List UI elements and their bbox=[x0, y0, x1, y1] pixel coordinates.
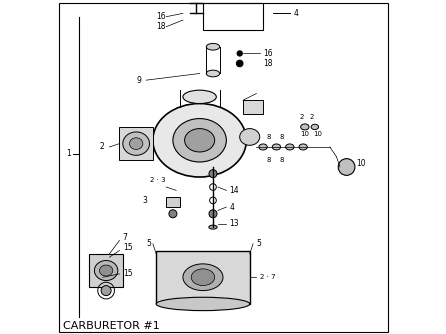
Ellipse shape bbox=[183, 90, 216, 104]
Bar bbox=[156, 250, 250, 304]
Ellipse shape bbox=[285, 144, 294, 150]
Text: 4: 4 bbox=[230, 203, 235, 211]
Text: 2 · 7: 2 · 7 bbox=[260, 274, 275, 280]
Text: 4: 4 bbox=[293, 9, 298, 18]
Circle shape bbox=[209, 210, 217, 218]
Circle shape bbox=[236, 60, 243, 67]
Text: 16: 16 bbox=[156, 12, 166, 21]
Bar bbox=[166, 197, 180, 207]
Text: 10: 10 bbox=[357, 159, 366, 168]
Text: 2 · 3: 2 · 3 bbox=[149, 177, 165, 183]
Circle shape bbox=[209, 170, 217, 178]
Text: 10: 10 bbox=[300, 131, 309, 137]
Text: 9: 9 bbox=[136, 76, 141, 85]
Ellipse shape bbox=[299, 144, 307, 150]
Ellipse shape bbox=[173, 119, 226, 162]
Text: 1: 1 bbox=[66, 149, 71, 158]
Circle shape bbox=[169, 210, 177, 218]
Ellipse shape bbox=[272, 144, 281, 150]
Text: 5: 5 bbox=[256, 239, 261, 248]
Text: 7: 7 bbox=[123, 233, 128, 241]
Bar bbox=[89, 254, 123, 287]
Ellipse shape bbox=[129, 138, 143, 150]
Text: 10: 10 bbox=[313, 131, 322, 137]
Ellipse shape bbox=[99, 265, 113, 276]
Ellipse shape bbox=[185, 129, 215, 152]
Text: 15: 15 bbox=[123, 270, 132, 278]
Text: 8: 8 bbox=[280, 134, 284, 140]
Text: 15: 15 bbox=[123, 243, 132, 252]
Ellipse shape bbox=[153, 104, 246, 177]
Text: 5: 5 bbox=[146, 239, 151, 248]
Ellipse shape bbox=[301, 124, 309, 130]
Text: 8: 8 bbox=[266, 157, 271, 163]
Ellipse shape bbox=[95, 261, 118, 281]
Ellipse shape bbox=[206, 70, 220, 77]
Ellipse shape bbox=[311, 124, 318, 130]
Ellipse shape bbox=[191, 269, 215, 286]
Text: 2: 2 bbox=[99, 143, 104, 151]
Ellipse shape bbox=[206, 43, 220, 50]
Ellipse shape bbox=[209, 225, 217, 229]
Ellipse shape bbox=[240, 129, 260, 145]
Text: 18: 18 bbox=[156, 22, 166, 31]
Text: 2: 2 bbox=[310, 114, 314, 120]
Text: 16: 16 bbox=[263, 49, 273, 58]
Circle shape bbox=[237, 51, 242, 56]
Text: 14: 14 bbox=[230, 186, 240, 195]
Text: 8: 8 bbox=[280, 157, 284, 163]
Bar bbox=[120, 127, 153, 160]
Text: 3: 3 bbox=[143, 196, 148, 205]
Bar bbox=[243, 100, 263, 114]
Ellipse shape bbox=[123, 132, 149, 155]
Text: 2: 2 bbox=[300, 114, 304, 120]
Bar bbox=[203, 3, 263, 30]
Circle shape bbox=[101, 286, 111, 296]
Circle shape bbox=[338, 159, 355, 175]
Text: CARBURETOR #1: CARBURETOR #1 bbox=[63, 321, 159, 331]
Ellipse shape bbox=[156, 297, 250, 311]
Text: 18: 18 bbox=[263, 59, 273, 68]
Ellipse shape bbox=[259, 144, 267, 150]
Text: 8: 8 bbox=[266, 134, 271, 140]
Text: 13: 13 bbox=[230, 219, 240, 228]
Ellipse shape bbox=[183, 264, 223, 291]
